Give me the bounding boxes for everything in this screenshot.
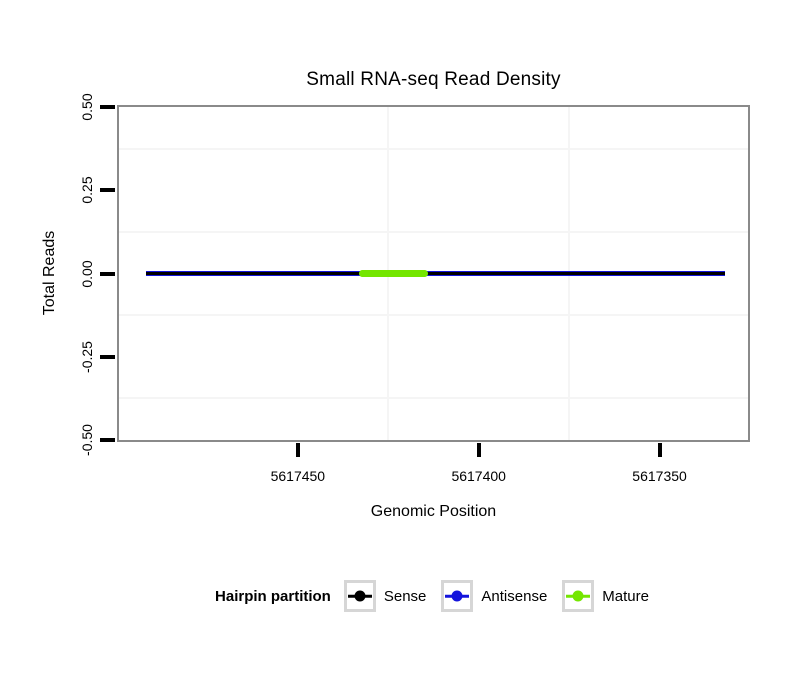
minor-gridline-horizontal (119, 147, 748, 150)
legend-label-antisense: Antisense (481, 587, 548, 605)
y-tick-label: 0.50 (79, 93, 95, 121)
y-tick-mark (100, 438, 115, 442)
x-tick-label: 5617450 (270, 468, 326, 484)
legend-label-mature: Mature (602, 587, 649, 605)
legend-key-sense (343, 580, 376, 612)
series-line-mature (359, 270, 429, 277)
series-line-sense (145, 272, 725, 275)
x-tick-label: 5617400 (451, 468, 506, 484)
x-tick-mark (295, 443, 300, 457)
minor-gridline-horizontal (119, 230, 748, 233)
x-tick-mark (476, 443, 481, 457)
y-tick-label: -0.50 (79, 424, 95, 456)
y-tick-mark (100, 271, 115, 276)
chart-title: Small RNA-seq Read Density (306, 69, 561, 90)
y-tick-mark (100, 188, 115, 193)
y-tick-label: -0.25 (79, 340, 95, 373)
y-tick-label: 0.25 (79, 176, 95, 204)
legend-label-sense: Sense (383, 587, 427, 605)
x-tick-mark (657, 443, 662, 457)
x-axis-title: Genomic Position (370, 503, 497, 520)
y-tick-mark (100, 105, 115, 109)
panel-border (117, 105, 750, 442)
y-tick-mark (100, 354, 115, 359)
legend-key-dot (572, 590, 584, 602)
legend-key-dot (451, 590, 463, 602)
y-tick-label: 0.00 (79, 259, 95, 288)
minor-gridline-horizontal (119, 397, 748, 400)
minor-gridline-horizontal (119, 314, 748, 317)
y-axis-title: Total Reads (41, 230, 58, 316)
legend: Hairpin partition Sense Antisense Mature (54, 578, 810, 614)
legend-key-dot (354, 590, 366, 602)
legend-title: Hairpin partition (215, 587, 331, 605)
x-tick-label: 5617350 (632, 468, 687, 484)
legend-key-mature (562, 580, 595, 612)
legend-key-antisense (441, 580, 474, 612)
